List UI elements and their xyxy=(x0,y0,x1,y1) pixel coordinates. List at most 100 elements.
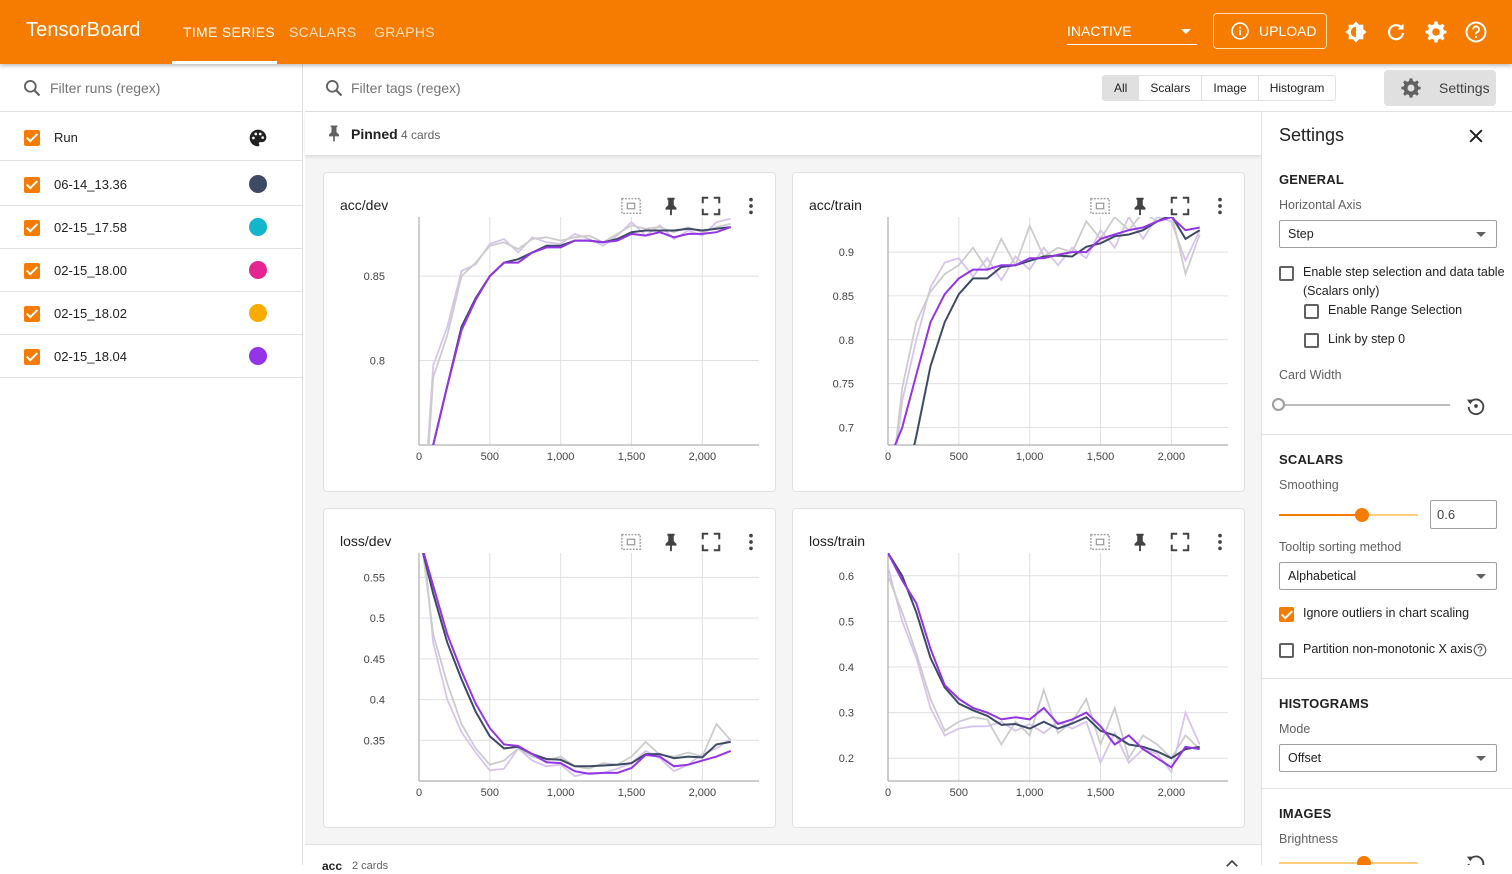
run-color-swatch[interactable] xyxy=(249,261,267,279)
brightness-icon[interactable] xyxy=(1344,20,1368,44)
series-line[interactable] xyxy=(419,217,731,493)
refresh-icon[interactable] xyxy=(1384,20,1408,44)
app-brand[interactable]: TensorBoard xyxy=(26,19,141,41)
filter-all-button[interactable]: All xyxy=(1103,76,1140,100)
select-all-checkbox[interactable] xyxy=(24,130,40,146)
settings-toggle-button[interactable]: Settings xyxy=(1384,70,1496,106)
series-line[interactable] xyxy=(419,520,732,770)
palette-icon[interactable] xyxy=(248,128,268,148)
link-step-checkbox[interactable] xyxy=(1304,333,1319,348)
pin-icon[interactable] xyxy=(660,195,682,217)
inactive-plugins-select[interactable]: INACTIVE xyxy=(1067,17,1197,45)
group-title: acc xyxy=(322,859,343,873)
series-line[interactable] xyxy=(419,537,732,775)
run-row[interactable]: 02-15_17.58 xyxy=(0,206,303,249)
reset-icon[interactable] xyxy=(1465,852,1487,865)
run-name: 02-15_18.04 xyxy=(54,349,128,364)
run-row[interactable]: 06-14_13.36 xyxy=(0,163,303,206)
card-title: loss/dev xyxy=(340,533,392,549)
run-color-swatch[interactable] xyxy=(249,175,267,193)
scalars-heading: SCALARS xyxy=(1279,452,1344,467)
smoothing-slider-thumb[interactable] xyxy=(1355,508,1370,522)
runs-filter-input[interactable]: Filter runs (regex) xyxy=(50,80,161,96)
series-line[interactable] xyxy=(888,553,1200,769)
fullscreen-icon[interactable] xyxy=(1169,531,1191,553)
fit-domain-icon[interactable] xyxy=(620,531,642,553)
series-line[interactable] xyxy=(888,575,1201,761)
fit-domain-icon[interactable] xyxy=(620,195,642,217)
tab-time-series[interactable]: TIME SERIES xyxy=(183,24,275,40)
smoothing-input[interactable]: 0.6 xyxy=(1430,500,1497,529)
range-selection-checkbox[interactable] xyxy=(1304,304,1319,319)
close-icon[interactable] xyxy=(1466,126,1486,146)
brightness-label: Brightness xyxy=(1279,832,1339,846)
tooltip-sort-select[interactable]: Alphabetical xyxy=(1279,562,1497,590)
brightness-slider-track[interactable] xyxy=(1279,862,1418,864)
tab-scalars[interactable]: SCALARS xyxy=(289,24,357,40)
reset-icon[interactable] xyxy=(1465,395,1487,417)
run-row[interactable]: 02-15_18.00 xyxy=(0,249,303,292)
horizontal-axis-select[interactable]: Step xyxy=(1279,220,1497,248)
series-line[interactable] xyxy=(888,553,1200,760)
upload-button[interactable]: UPLOAD xyxy=(1213,13,1327,49)
card-width-slider-thumb[interactable] xyxy=(1272,398,1285,411)
run-checkbox[interactable] xyxy=(24,349,40,365)
series-line[interactable] xyxy=(419,226,731,493)
fullscreen-icon[interactable] xyxy=(700,531,722,553)
chevron-up-icon[interactable] xyxy=(1223,855,1241,873)
fit-domain-icon[interactable] xyxy=(1089,195,1111,217)
run-checkbox[interactable] xyxy=(24,306,40,322)
histogram-mode-select[interactable]: Offset xyxy=(1279,744,1497,772)
run-name: 02-15_18.00 xyxy=(54,263,128,278)
ignore-outliers-checkbox[interactable] xyxy=(1279,607,1294,622)
more-vert-icon[interactable] xyxy=(740,195,762,217)
line-chart[interactable]: 0 500 1,000 1,500 2,000 0.7 0.75 0.8 0.85 0.9 xyxy=(793,173,1246,493)
series-line[interactable] xyxy=(419,222,731,493)
partition-checkbox[interactable] xyxy=(1279,643,1294,658)
run-row[interactable]: 02-15_18.02 xyxy=(0,292,303,335)
series-line[interactable] xyxy=(419,226,732,493)
x-tick-label: 1,000 xyxy=(1016,787,1044,799)
more-vert-icon[interactable] xyxy=(740,531,762,553)
fullscreen-icon[interactable] xyxy=(1169,195,1191,217)
help-icon[interactable] xyxy=(1464,20,1488,44)
series-line[interactable] xyxy=(419,537,731,768)
pin-icon[interactable] xyxy=(1129,531,1151,553)
series-line[interactable] xyxy=(419,509,732,778)
brightness-slider-thumb[interactable] xyxy=(1357,856,1371,865)
range-selection-label: Enable Range Selection xyxy=(1328,303,1463,317)
filter-scalars-button[interactable]: Scalars xyxy=(1139,76,1203,100)
series-line[interactable] xyxy=(888,217,1200,463)
run-checkbox[interactable] xyxy=(24,263,40,279)
filter-image-button[interactable]: Image xyxy=(1202,76,1259,100)
series-line[interactable] xyxy=(888,566,1201,774)
run-color-swatch[interactable] xyxy=(249,218,267,236)
pin-icon[interactable] xyxy=(660,531,682,553)
run-checkbox[interactable] xyxy=(24,177,40,193)
filter-histogram-button[interactable]: Histogram xyxy=(1269,81,1325,95)
pin-icon[interactable] xyxy=(1129,195,1151,217)
tag-filter-input[interactable]: Filter tags (regex) xyxy=(351,80,461,96)
gear-icon[interactable] xyxy=(1424,20,1448,44)
tab-graphs[interactable]: GRAPHS xyxy=(374,24,435,40)
card-width-slider-track[interactable] xyxy=(1279,404,1450,406)
help-icon[interactable] xyxy=(1473,643,1487,657)
fullscreen-icon[interactable] xyxy=(700,195,722,217)
series-line[interactable] xyxy=(888,215,1201,493)
histograms-heading: HISTOGRAMS xyxy=(1279,696,1369,711)
settings-title: Settings xyxy=(1279,125,1345,145)
run-color-swatch[interactable] xyxy=(249,304,267,322)
inactive-select-label: INACTIVE xyxy=(1067,23,1132,39)
step-selection-checkbox[interactable] xyxy=(1279,266,1294,281)
line-chart[interactable]: 0 500 1,000 1,500 2,000 0.8 0.85 xyxy=(324,173,777,493)
runs-filter[interactable]: Filter runs (regex) xyxy=(0,64,303,112)
line-chart[interactable]: 0 500 1,000 1,500 2,000 0.35 0.4 0.45 0.5 0.55 xyxy=(324,509,777,829)
series-line[interactable] xyxy=(888,217,1201,493)
run-color-swatch[interactable] xyxy=(249,347,267,365)
more-vert-icon[interactable] xyxy=(1209,531,1231,553)
line-chart[interactable]: 0 500 1,000 1,500 2,000 0.2 0.3 0.4 0.5 0.6 xyxy=(793,509,1246,829)
run-checkbox[interactable] xyxy=(24,220,40,236)
fit-domain-icon[interactable] xyxy=(1089,531,1111,553)
run-row[interactable]: 02-15_18.04 xyxy=(0,335,303,378)
more-vert-icon[interactable] xyxy=(1209,195,1231,217)
